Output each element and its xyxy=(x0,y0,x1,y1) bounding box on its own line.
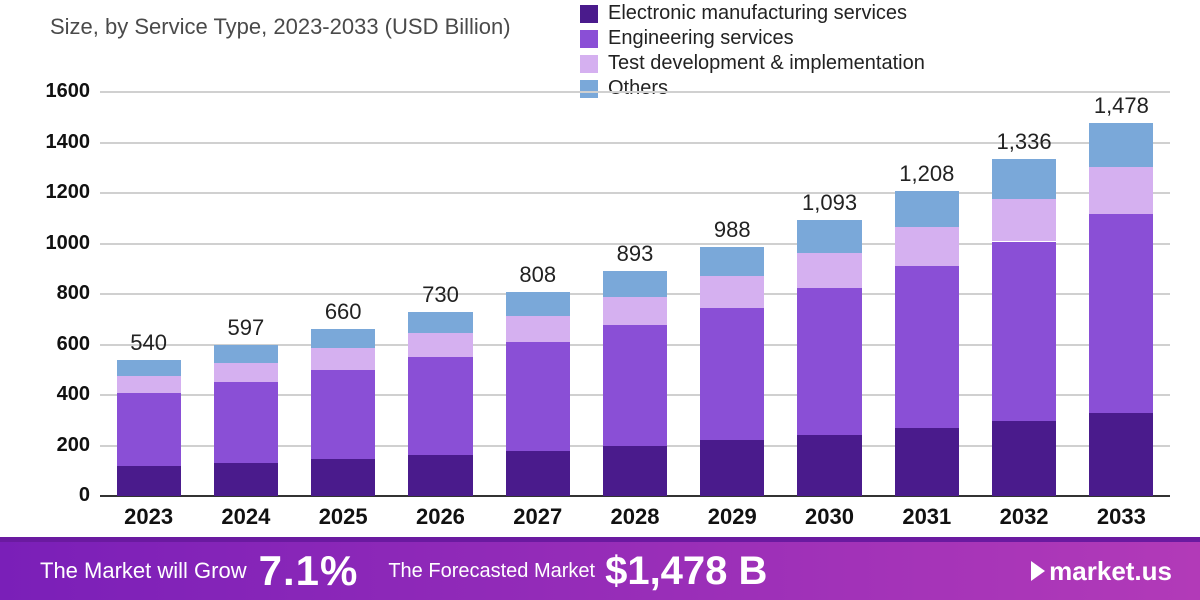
brand-chevron-icon xyxy=(1031,561,1045,581)
bar-column xyxy=(895,92,959,496)
bar-segment xyxy=(603,297,667,326)
bar-column xyxy=(117,92,181,496)
bar-segment xyxy=(214,463,278,496)
bar-segment xyxy=(797,435,861,496)
bar-total-label: 893 xyxy=(575,241,695,267)
bar-segment xyxy=(506,292,570,316)
bar-segment xyxy=(311,370,375,459)
bar-segment xyxy=(992,242,1056,422)
bar-segment xyxy=(408,357,472,455)
legend-item: Test development & implementation xyxy=(580,52,925,75)
footer-brand: market.us xyxy=(1031,556,1172,587)
bar-column xyxy=(1089,92,1153,496)
x-tick-label: 2029 xyxy=(687,504,777,530)
y-tick-label: 1000 xyxy=(30,232,90,255)
legend-label: Engineering services xyxy=(608,27,794,50)
plot-area: 0200400600800100012001400160054020235972… xyxy=(100,92,1170,496)
x-tick-label: 2026 xyxy=(395,504,485,530)
x-tick-label: 2028 xyxy=(590,504,680,530)
bar-segment xyxy=(700,276,764,308)
bar-segment xyxy=(797,253,861,288)
bar-total-label: 1,208 xyxy=(867,161,987,187)
footer-grow-text: The Market will Grow xyxy=(40,558,247,584)
x-tick-label: 2030 xyxy=(785,504,875,530)
bar-segment xyxy=(992,199,1056,242)
chart-area: Size, by Service Type, 2023-2033 (USD Bi… xyxy=(0,0,1200,537)
x-tick-label: 2033 xyxy=(1076,504,1166,530)
bar-column xyxy=(214,92,278,496)
bar-segment xyxy=(1089,214,1153,413)
bar-segment xyxy=(117,360,181,376)
bar-segment xyxy=(506,451,570,496)
bar-column xyxy=(797,92,861,496)
footer-forecast-label: The Forecasted Market xyxy=(388,560,595,583)
bar-segment xyxy=(311,348,375,369)
bar-segment xyxy=(311,459,375,496)
y-tick-label: 1600 xyxy=(30,80,90,103)
x-tick-label: 2023 xyxy=(104,504,194,530)
bar-segment xyxy=(603,271,667,297)
bar-segment xyxy=(506,342,570,451)
legend-item: Engineering services xyxy=(580,27,925,50)
x-tick-label: 2027 xyxy=(493,504,583,530)
bar-segment xyxy=(408,312,472,333)
x-tick-label: 2024 xyxy=(201,504,291,530)
bar-segment xyxy=(117,466,181,496)
legend-swatch xyxy=(580,55,598,73)
bar-segment xyxy=(700,308,764,441)
bar-segment xyxy=(895,227,959,266)
bar-segment xyxy=(214,382,278,462)
x-tick-label: 2025 xyxy=(298,504,388,530)
y-tick-label: 1400 xyxy=(30,131,90,154)
bar-segment xyxy=(797,220,861,253)
legend-label: Test development & implementation xyxy=(608,52,925,75)
bar-segment xyxy=(1089,167,1153,214)
bar-segment xyxy=(603,325,667,445)
y-tick-label: 400 xyxy=(30,383,90,406)
bar-segment xyxy=(408,333,472,356)
bar-total-label: 1,336 xyxy=(964,129,1084,155)
legend-label: Electronic manufacturing services xyxy=(608,2,907,25)
legend-swatch xyxy=(580,5,598,23)
bar-segment xyxy=(992,421,1056,496)
y-tick-label: 1200 xyxy=(30,181,90,204)
bar-segment xyxy=(700,247,764,276)
legend: Electronic manufacturing servicesEnginee… xyxy=(580,0,925,102)
bar-segment xyxy=(214,363,278,382)
bar-segment xyxy=(506,316,570,342)
bar-column xyxy=(311,92,375,496)
y-tick-label: 200 xyxy=(30,434,90,457)
bar-column xyxy=(700,92,764,496)
bar-segment xyxy=(895,266,959,428)
bar-segment xyxy=(117,393,181,465)
footer-forecast-value: $1,478 B xyxy=(605,549,767,594)
bar-segment xyxy=(214,345,278,363)
bar-segment xyxy=(700,440,764,496)
bar-segment xyxy=(992,159,1056,199)
y-tick-label: 800 xyxy=(30,282,90,305)
x-tick-label: 2031 xyxy=(882,504,972,530)
bar-segment xyxy=(895,428,959,496)
bar-segment xyxy=(603,446,667,497)
bar-segment xyxy=(117,376,181,393)
footer-cagr-value: 7.1% xyxy=(259,547,359,595)
bar-column xyxy=(603,92,667,496)
footer-banner: The Market will Grow 7.1% The Forecasted… xyxy=(0,542,1200,600)
x-tick-label: 2032 xyxy=(979,504,1069,530)
bar-total-label: 1,478 xyxy=(1061,93,1181,119)
legend-item: Electronic manufacturing services xyxy=(580,2,925,25)
bar-total-label: 988 xyxy=(672,217,792,243)
bar-segment xyxy=(1089,413,1153,496)
bar-total-label: 1,093 xyxy=(770,190,890,216)
bar-segment xyxy=(797,288,861,435)
brand-text: market.us xyxy=(1049,556,1172,587)
y-tick-label: 600 xyxy=(30,333,90,356)
bar-segment xyxy=(311,329,375,348)
bar-segment xyxy=(408,455,472,496)
bar-segment xyxy=(1089,123,1153,167)
y-tick-label: 0 xyxy=(30,484,90,507)
bar-column xyxy=(506,92,570,496)
legend-swatch xyxy=(580,30,598,48)
bar-segment xyxy=(895,191,959,227)
